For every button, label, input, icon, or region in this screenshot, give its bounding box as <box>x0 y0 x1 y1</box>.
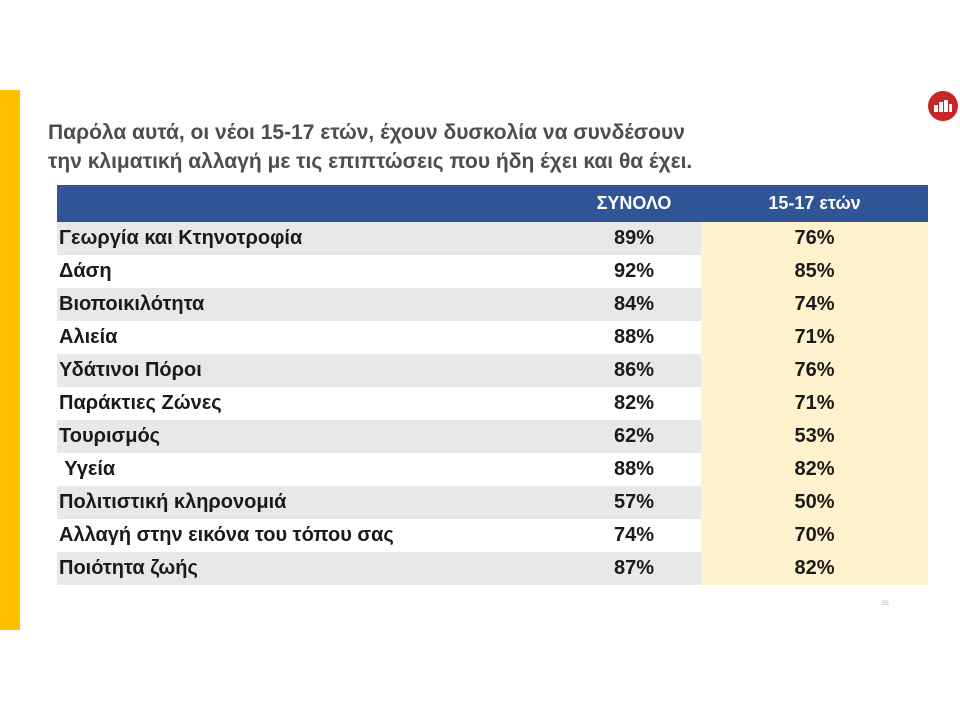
table-row: Παράκτιες Ζώνες 82% 71% <box>57 387 928 420</box>
table-row: Υδάτινοι Πόροι 86% 76% <box>57 354 928 387</box>
table-header-row: ΣΥΝΟΛΟ 15-17 ετών <box>57 185 928 222</box>
row-total: 74% <box>613 524 655 546</box>
row-youth: 82% <box>701 453 928 486</box>
row-total: 89% <box>567 222 701 255</box>
row-label: Αλιεία <box>59 326 118 348</box>
row-total: 87% <box>567 552 701 585</box>
row-total: 62% <box>567 420 701 453</box>
table-row: Υγεία 88% 82% <box>57 453 928 486</box>
row-label: Υδάτινοι Πόροι <box>57 354 567 387</box>
title-line-2: την κλιματική αλλαγή με τις επιπτώσεις π… <box>48 150 693 173</box>
results-table: ΣΥΝΟΛΟ 15-17 ετών Γεωργία και Κτηνοτροφί… <box>57 185 928 585</box>
organization-logo-icon <box>928 91 958 121</box>
table-row: Αλλαγή στην εικόνα του τόπου σας 74% 70% <box>57 519 928 552</box>
table-row: Δάση 92% 85% <box>57 255 928 288</box>
slide-title: Παρόλα αυτά, οι νέοι 15-17 ετών, έχουν δ… <box>48 118 868 176</box>
row-label: Αλλαγή στην εικόνα του τόπου σας <box>59 524 394 546</box>
table-row: Ποιότητα ζωής 87% 82% <box>57 552 928 585</box>
row-youth: 71% <box>701 321 928 354</box>
row-total: 92% <box>613 260 655 282</box>
row-label: Βιοποικιλότητα <box>57 288 567 321</box>
row-total: 84% <box>567 288 701 321</box>
table-row: Γεωργία και Κτηνοτροφία 89% 76% <box>57 222 928 255</box>
row-total: 82% <box>613 392 655 414</box>
accent-bar <box>0 90 20 630</box>
row-label: Τουρισμός <box>57 420 567 453</box>
table-row: Βιοποικιλότητα 84% 74% <box>57 288 928 321</box>
row-label: Πολιτιστική κληρονομιά <box>57 486 567 519</box>
row-youth: 71% <box>701 387 928 420</box>
row-youth: 82% <box>701 552 928 585</box>
header-youth: 15-17 ετών <box>701 185 928 222</box>
row-youth: 76% <box>701 354 928 387</box>
row-total: 57% <box>567 486 701 519</box>
title-line-1: Παρόλα αυτά, οι νέοι 15-17 ετών, έχουν δ… <box>48 121 685 144</box>
row-youth: 50% <box>701 486 928 519</box>
table-row: Αλιεία 88% 71% <box>57 321 928 354</box>
row-label: Δάση <box>59 260 112 282</box>
header-label <box>57 185 567 222</box>
row-label: Υγεία <box>59 458 116 480</box>
row-youth: 74% <box>701 288 928 321</box>
row-label: Γεωργία και Κτηνοτροφία <box>57 222 567 255</box>
row-youth: 70% <box>701 519 928 552</box>
row-youth: 53% <box>701 420 928 453</box>
row-youth: 76% <box>701 222 928 255</box>
table-row: Τουρισμός 62% 53% <box>57 420 928 453</box>
row-youth: 85% <box>701 255 928 288</box>
row-total: 86% <box>567 354 701 387</box>
table-row: Πολιτιστική κληρονομιά 57% 50% <box>57 486 928 519</box>
row-label: Παράκτιες Ζώνες <box>59 392 222 414</box>
row-total: 88% <box>613 326 655 348</box>
header-total: ΣΥΝΟΛΟ <box>567 185 701 222</box>
row-label: Ποιότητα ζωής <box>57 552 567 585</box>
page-number: 25 <box>882 601 889 607</box>
row-total: 88% <box>613 458 655 480</box>
